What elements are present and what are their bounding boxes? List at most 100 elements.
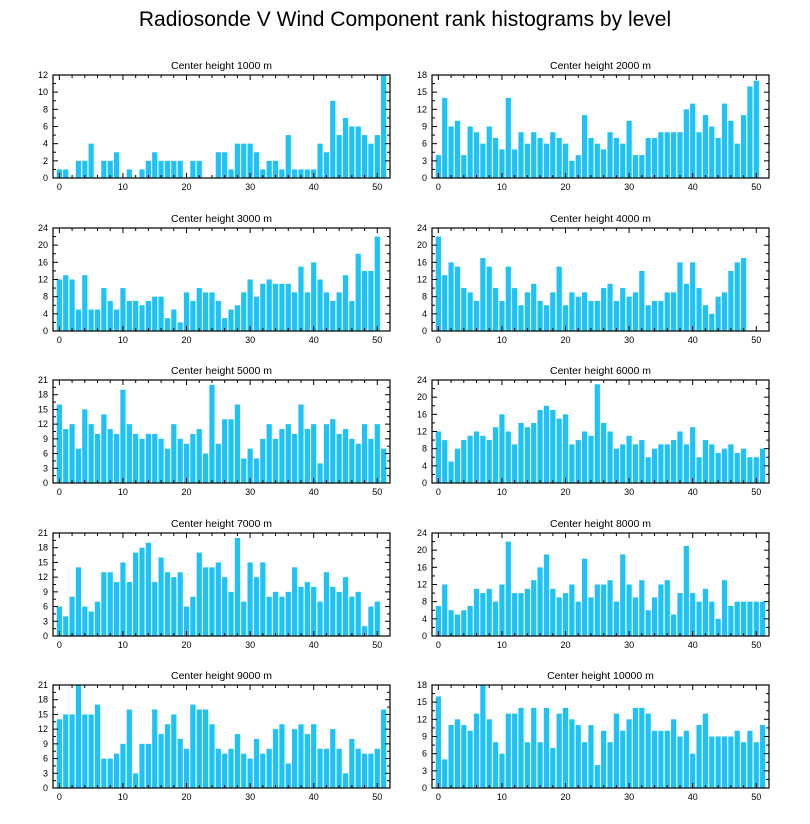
- bar: [164, 724, 171, 788]
- bar: [740, 742, 747, 788]
- bar: [626, 120, 632, 178]
- y-tick-label: 15: [38, 709, 48, 719]
- bar: [607, 431, 613, 483]
- bar: [524, 427, 530, 483]
- bar: [645, 137, 651, 178]
- bar: [594, 143, 600, 178]
- bar: [190, 160, 196, 178]
- y-tick-label: 15: [38, 404, 48, 414]
- bar: [550, 410, 556, 483]
- bar: [139, 547, 145, 636]
- bar: [480, 435, 486, 483]
- y-tick-label: 15: [38, 557, 48, 567]
- bar: [486, 126, 492, 178]
- bar: [683, 730, 689, 788]
- bar: [222, 419, 228, 483]
- bar: [342, 117, 349, 178]
- bar: [279, 596, 285, 636]
- bar: [272, 729, 279, 788]
- x-tick-label: 30: [624, 487, 634, 497]
- bar: [304, 582, 310, 636]
- bar: [677, 736, 683, 788]
- bar: [448, 461, 454, 483]
- bar: [601, 288, 607, 331]
- bar: [203, 709, 209, 788]
- bar: [639, 580, 645, 636]
- bar: [620, 143, 626, 178]
- bar: [740, 258, 747, 331]
- bar: [260, 562, 266, 636]
- bar: [94, 704, 101, 788]
- bar: [368, 753, 374, 788]
- y-tick-label: 0: [422, 173, 427, 183]
- bar: [292, 567, 298, 636]
- bar: [651, 730, 658, 788]
- bar: [569, 292, 575, 332]
- bar: [550, 132, 556, 178]
- bar: [272, 591, 279, 636]
- bar: [330, 729, 336, 788]
- bar: [183, 292, 190, 332]
- bar: [228, 169, 234, 178]
- bar: [209, 384, 215, 483]
- bar: [292, 169, 298, 178]
- panel-title: Center height 7000 m: [171, 518, 272, 530]
- bar: [63, 169, 69, 178]
- y-tick-label: 4: [422, 309, 427, 319]
- bar: [82, 160, 88, 178]
- bar: [203, 453, 209, 483]
- bar: [709, 736, 715, 788]
- bar: [721, 580, 728, 636]
- bar: [139, 743, 145, 788]
- bar: [113, 582, 120, 636]
- y-tick-label: 12: [417, 275, 427, 285]
- bar: [190, 596, 196, 636]
- x-tick-label: 10: [118, 487, 128, 497]
- bar: [486, 266, 492, 332]
- panel-title: Center height 2000 m: [550, 60, 651, 72]
- bar: [63, 616, 69, 636]
- y-tick-label: 0: [422, 631, 427, 641]
- x-tick-label: 30: [245, 335, 255, 345]
- bar: [190, 433, 196, 483]
- y-tick-label: 0: [43, 631, 48, 641]
- bar: [94, 309, 101, 331]
- y-tick-label: 6: [43, 602, 48, 612]
- bar: [107, 758, 113, 788]
- bar: [247, 448, 253, 483]
- bar: [56, 279, 62, 331]
- bar: [461, 288, 467, 331]
- panel-title: Center height 4000 m: [550, 213, 651, 225]
- bar: [543, 305, 550, 331]
- bar: [543, 707, 550, 788]
- bar: [381, 75, 387, 178]
- x-tick-label: 0: [436, 792, 441, 802]
- bar: [56, 719, 62, 788]
- bar: [311, 586, 317, 636]
- bar: [677, 132, 683, 178]
- bar: [145, 433, 151, 483]
- y-tick-label: 3: [422, 156, 427, 166]
- bar: [82, 409, 88, 483]
- bar: [177, 322, 183, 331]
- bar: [292, 433, 298, 483]
- bar: [486, 440, 492, 483]
- bar: [435, 431, 441, 483]
- x-tick-label: 50: [751, 640, 761, 650]
- bar: [702, 440, 709, 483]
- bar: [88, 143, 94, 178]
- y-tick-label: 6: [422, 139, 427, 149]
- bar: [467, 605, 473, 636]
- panel-8: Center height 9000 m 0 10 20 30 40 50 0 3 6 9 12 15 1…: [38, 670, 391, 802]
- bar: [323, 292, 330, 332]
- bar: [133, 773, 139, 788]
- bar: [145, 160, 151, 178]
- bar: [499, 584, 505, 636]
- bar: [285, 763, 291, 788]
- panel-title: Center height 6000 m: [550, 365, 651, 377]
- bar: [569, 584, 575, 636]
- bar: [499, 149, 505, 178]
- bar: [260, 438, 266, 483]
- bar: [480, 593, 486, 636]
- bar: [582, 558, 588, 636]
